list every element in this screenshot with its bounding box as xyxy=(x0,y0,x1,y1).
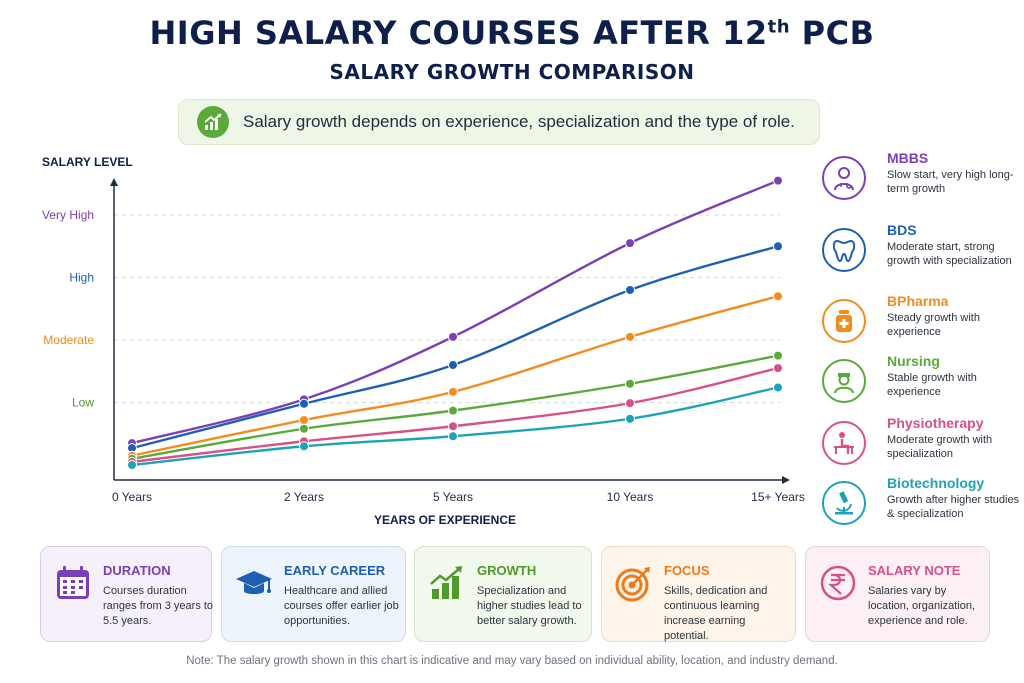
y-axis-title: SALARY LEVEL xyxy=(42,155,133,169)
rupee-icon xyxy=(818,563,858,603)
card-title: GROWTH xyxy=(477,563,537,578)
salary-line-chart: Low Moderate High Very High SALARY LEVEL YEAR… xyxy=(42,155,805,527)
data-point-biotechnology xyxy=(448,431,458,442)
data-point-mbbs xyxy=(773,175,783,186)
legend-item-bds: BDS Moderate start, strong growth with sp… xyxy=(822,222,1022,282)
data-point-bds xyxy=(448,360,458,370)
legend-item-physiotherapy: Physiotherapy Moderate growth with specia… xyxy=(822,415,1022,475)
y-tick-label: High xyxy=(69,271,94,285)
data-point-biotechnology xyxy=(299,441,309,452)
x-tick-label: 15+ Years xyxy=(751,490,805,504)
legend-description: Steady growth with experience xyxy=(887,312,980,338)
card-text: Salaries vary by location, organization,… xyxy=(868,585,976,627)
legend-item-bpharma: BPharma Steady growth with experience xyxy=(822,293,1022,353)
data-point-bds xyxy=(773,241,783,252)
card-text: Skills, dedication and continuous learni… xyxy=(664,585,768,642)
data-point-nursing xyxy=(625,378,635,389)
info-card-early-career: EARLY CAREER Healthcare and allied course… xyxy=(221,546,406,642)
data-point-mbbs xyxy=(625,238,635,249)
legend-name: Physiotherapy xyxy=(887,415,984,431)
tooth-icon xyxy=(822,228,866,272)
card-text: Healthcare and allied courses offer earl… xyxy=(284,585,399,627)
x-axis-arrow xyxy=(782,476,790,484)
card-title: SALARY NOTE xyxy=(868,563,961,578)
legend-name: Nursing xyxy=(887,353,940,369)
card-title: EARLY CAREER xyxy=(284,563,386,578)
card-title: DURATION xyxy=(103,563,171,578)
data-point-nursing xyxy=(299,423,309,434)
y-tick-label: Low xyxy=(72,396,94,410)
card-text: Courses duration ranges from 3 years to … xyxy=(103,585,214,627)
bar-growth-icon xyxy=(427,563,467,603)
info-card-duration: DURATION Courses duration ranges from 3 y… xyxy=(40,546,213,642)
legend-name: BPharma xyxy=(887,293,949,309)
card-text: Specialization and higher studies lead t… xyxy=(477,585,582,627)
data-point-biotechnology xyxy=(773,382,783,393)
legend-item-biotechnology: Biotechnology Growth after higher studies… xyxy=(822,475,1022,535)
data-point-biotechnology xyxy=(127,460,137,470)
legend-description: Moderate start, strong growth with speci… xyxy=(887,241,1012,267)
nurse-icon xyxy=(822,359,866,403)
legend-item-nursing: Nursing Stable growth with experience xyxy=(822,353,1022,413)
banner-text: Salary growth depends on experience, spe… xyxy=(243,112,795,131)
y-tick-label: Very High xyxy=(42,208,94,222)
card-title: FOCUS xyxy=(664,563,710,578)
info-banner: Salary growth depends on experience, spe… xyxy=(178,99,820,145)
data-point-bpharma xyxy=(299,415,309,425)
data-point-physiotherapy xyxy=(773,363,783,374)
data-point-biotechnology xyxy=(625,413,635,424)
medicine-bottle-icon xyxy=(822,299,866,343)
legend-name: Biotechnology xyxy=(887,475,985,491)
legend-description: Slow start, very high long-term growth xyxy=(887,169,1014,195)
legend-description: Moderate growth with specialization xyxy=(887,434,993,460)
legend-description: Stable growth with experience xyxy=(887,372,977,398)
series-line-bds xyxy=(131,245,779,450)
legend-name: MBBS xyxy=(887,150,929,166)
data-point-bpharma xyxy=(773,291,783,302)
y-tick-label: Moderate xyxy=(43,333,94,347)
calendar-icon xyxy=(53,563,93,603)
growth-chart-icon xyxy=(197,106,229,138)
data-point-bds xyxy=(299,398,309,409)
data-point-nursing xyxy=(773,350,783,361)
legend-name: BDS xyxy=(887,222,917,238)
x-tick-label: 5 Years xyxy=(433,490,473,504)
info-card-focus: FOCUS Skills, dedication and continuous l… xyxy=(601,546,796,642)
info-card-salary-note: SALARY NOTE Salaries vary by location, or… xyxy=(805,546,990,642)
series-line-mbbs xyxy=(131,179,779,445)
legend-item-mbbs: MBBS Slow start, very high long-term grow… xyxy=(822,150,1022,210)
data-point-physiotherapy xyxy=(625,398,635,409)
data-point-bds xyxy=(625,285,635,295)
legend-description: Growth after higher studies & specializa… xyxy=(887,494,1020,520)
footnote: Note: The salary growth shown in this ch… xyxy=(186,655,838,667)
graduation-cap-icon xyxy=(234,563,274,603)
data-point-mbbs xyxy=(448,331,458,342)
x-tick-label: 0 Years xyxy=(112,490,152,504)
data-point-bpharma xyxy=(448,386,458,397)
data-point-nursing xyxy=(448,405,458,416)
doctor-icon xyxy=(822,156,866,200)
x-tick-label: 2 Years xyxy=(284,490,324,504)
info-card-growth: GROWTH Specialization and higher studies … xyxy=(414,546,592,642)
physiotherapy-icon xyxy=(822,421,866,465)
target-icon xyxy=(614,563,654,603)
page-subtitle: SALARY GROWTH COMPARISON xyxy=(329,60,695,84)
x-tick-label: 10 Years xyxy=(607,490,654,504)
x-axis-title: YEARS OF EXPERIENCE xyxy=(374,513,516,527)
microscope-icon xyxy=(822,481,866,525)
page-title: HIGH SALARY COURSES AFTER 12th PCB xyxy=(149,14,875,52)
data-point-physiotherapy xyxy=(448,421,458,432)
data-point-bpharma xyxy=(625,331,635,342)
y-axis-arrow xyxy=(110,178,118,186)
